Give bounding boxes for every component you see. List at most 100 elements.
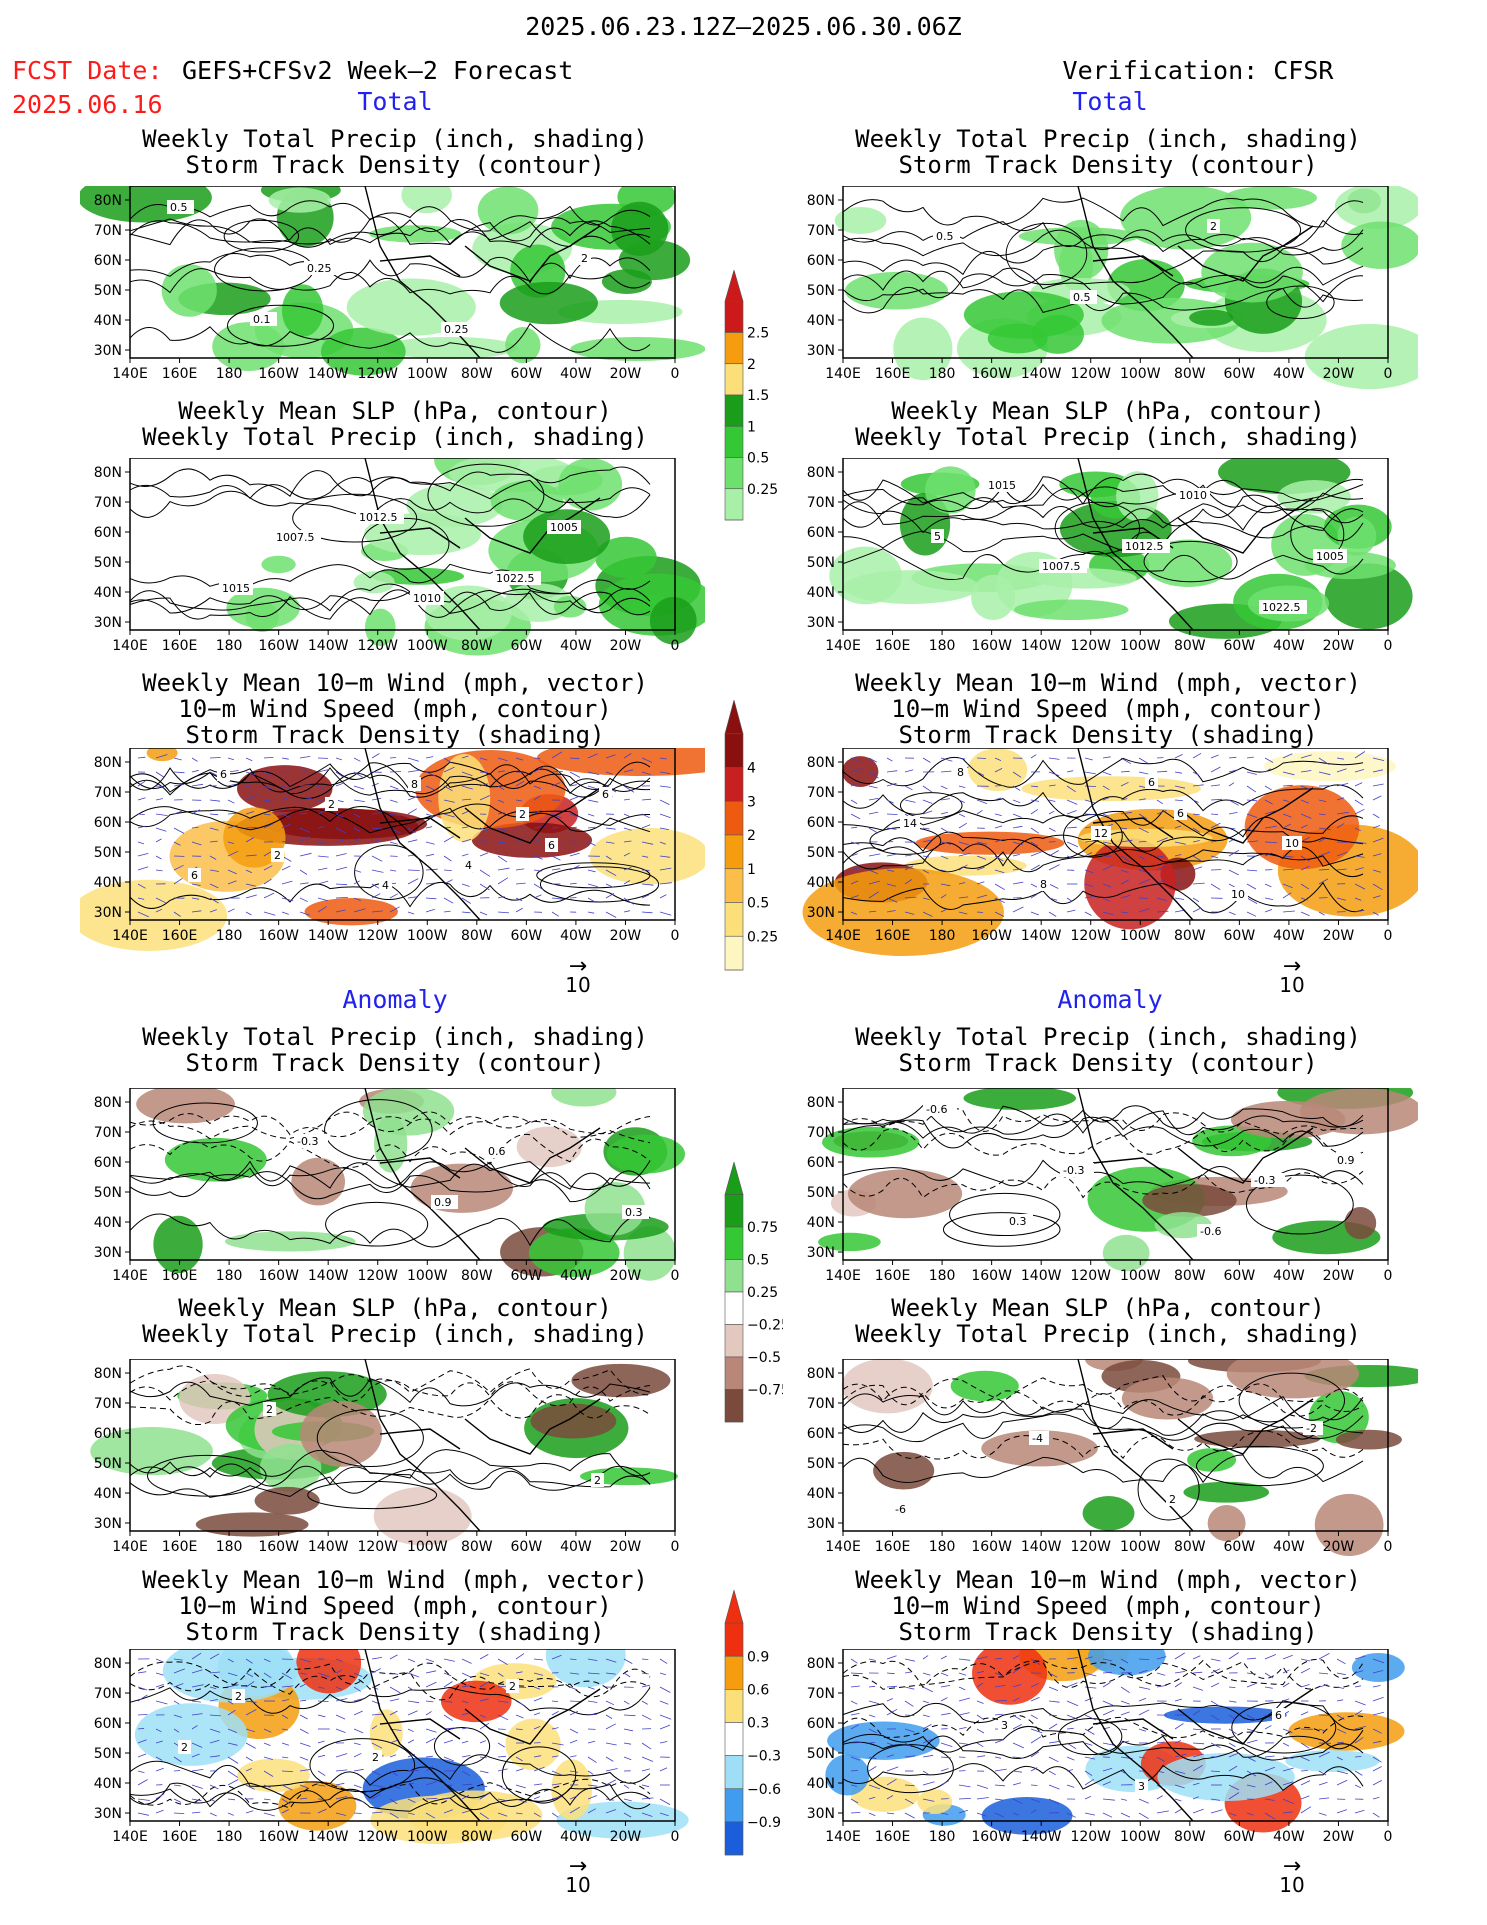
wind-vector <box>263 1728 272 1733</box>
contour-label-bg <box>1259 600 1307 614</box>
wind-vector <box>1084 1728 1095 1735</box>
wind-vector <box>641 798 652 801</box>
wind-vector <box>1354 1737 1364 1744</box>
wind-vector <box>1030 809 1039 815</box>
wind-vector <box>515 826 523 829</box>
wind-vector <box>353 1658 365 1661</box>
wind-vector <box>155 813 168 816</box>
wind-vector <box>1192 813 1200 816</box>
wind-vector <box>425 853 434 857</box>
wind-vector <box>1084 896 1095 899</box>
wind-vector <box>209 855 217 860</box>
wind-vector <box>245 1742 256 1749</box>
lat-tick-label: 50N <box>94 283 122 299</box>
shading-blob <box>505 1718 561 1771</box>
wind-vector <box>623 880 631 885</box>
wind-vector <box>641 911 653 914</box>
wind-vector <box>515 1700 525 1707</box>
colorbar-segment <box>724 488 744 521</box>
contour-loop <box>942 1212 1061 1247</box>
lon-tick-label: 160W <box>971 928 1012 944</box>
wind-vector <box>173 1658 183 1661</box>
wind-vector <box>353 1686 362 1692</box>
wind-vector <box>155 855 162 860</box>
wind-vector <box>587 897 596 903</box>
wind-vector <box>922 1770 929 1775</box>
contour-label-bg <box>441 322 475 336</box>
wind-vector <box>1174 1698 1182 1702</box>
wind-vector <box>137 883 146 889</box>
wind-vector <box>1336 823 1345 829</box>
wind-vector <box>659 1700 669 1705</box>
contour-label-bg <box>1197 1224 1231 1238</box>
wind-vector <box>659 882 672 885</box>
wind-vector <box>371 869 384 873</box>
wind-vector <box>461 1783 473 1786</box>
wind-vector <box>1174 799 1183 801</box>
wind-vector <box>587 883 598 888</box>
wind-vector <box>515 907 523 913</box>
contour-line <box>842 503 1364 534</box>
shading-blob <box>924 466 976 514</box>
wind-vector <box>1030 864 1040 871</box>
wind-vector <box>533 855 543 860</box>
wind-vector <box>317 809 327 815</box>
wind-vector <box>173 864 184 871</box>
contour-line <box>842 484 1364 515</box>
contour-line <box>129 1686 651 1716</box>
wind-vector <box>497 1812 508 1817</box>
contour-loop <box>1185 207 1302 253</box>
colorbar-label: 1 <box>747 862 756 878</box>
wind-vector <box>940 770 952 773</box>
wind-vector <box>605 869 617 877</box>
lat-tick-label: 50N <box>807 283 835 299</box>
wind-vector <box>623 1784 630 1789</box>
wind-vector <box>994 785 1005 787</box>
contour-line <box>129 1463 651 1491</box>
wind-vector <box>940 1812 949 1815</box>
contour-line <box>129 1754 651 1787</box>
lon-tick-label: 100W <box>407 1539 448 1555</box>
wind-vector <box>353 1752 362 1758</box>
wind-vector <box>353 799 365 802</box>
contour-label: 6 <box>220 768 227 781</box>
lat-tick-label: 80N <box>94 755 122 771</box>
wind-vector <box>1102 864 1114 871</box>
contour-label: 2 <box>181 1741 188 1754</box>
wind-vector <box>1084 1778 1095 1786</box>
wind-vector <box>1354 897 1362 901</box>
wind-vector <box>425 771 436 777</box>
wind-vector <box>1084 1656 1093 1660</box>
wind-vector <box>605 1809 617 1814</box>
wind-vector <box>1300 1684 1310 1688</box>
contour-label: -0.3 <box>1254 1174 1275 1187</box>
wind-vector <box>641 1658 649 1660</box>
lon-tick-label: 60W <box>1224 638 1256 654</box>
wind-vector <box>1228 1742 1236 1747</box>
wind-vector <box>173 1700 180 1705</box>
wind-vector <box>1102 841 1112 844</box>
wind-vector <box>1030 894 1037 899</box>
wind-vector <box>389 757 397 759</box>
wind-vector <box>850 768 863 773</box>
wind-vector <box>1102 1671 1112 1674</box>
wind-vector <box>407 770 419 773</box>
contour-loop <box>899 792 963 819</box>
coastline <box>364 1359 601 1532</box>
colorbar-segment <box>724 1722 744 1756</box>
lat-tick-label: 80N <box>807 1366 835 1382</box>
coastline <box>364 748 601 921</box>
wind-vector <box>173 827 185 834</box>
wind-vector <box>1048 864 1060 871</box>
wind-vector <box>994 768 1003 773</box>
wind-vector <box>1336 1686 1344 1689</box>
shading-blob <box>370 1795 507 1845</box>
wind-vector <box>551 827 559 829</box>
contour-label-bg <box>1037 877 1050 891</box>
lon-tick-label: 160W <box>258 638 299 654</box>
wind-vector <box>976 757 987 759</box>
arrow-icon: → <box>568 1854 588 1879</box>
contour-line <box>842 1384 1364 1417</box>
lon-tick-label: 140W <box>308 366 349 382</box>
wind-vector <box>1300 1780 1311 1786</box>
